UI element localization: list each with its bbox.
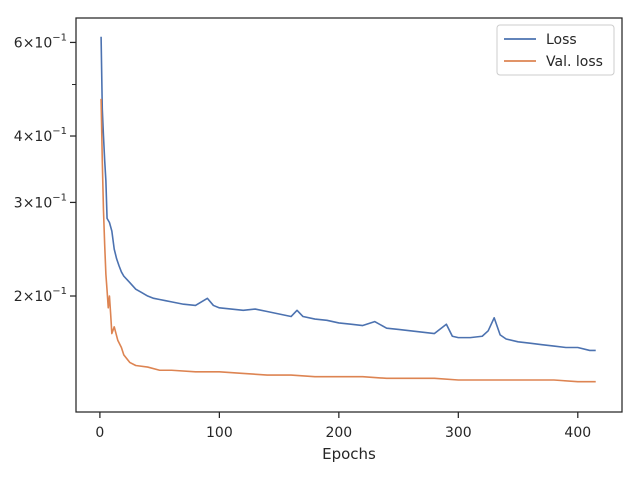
- y-tick-base: ×10: [23, 195, 53, 211]
- y-tick-label: 6×10−1: [14, 32, 67, 51]
- legend: Loss Val. loss: [496, 24, 615, 76]
- y-tick-mantissa: 4: [14, 129, 23, 145]
- y-tick-label: 2×10−1: [14, 286, 67, 305]
- x-tick-label: 0: [95, 425, 104, 441]
- legend-label-loss: Loss: [546, 32, 577, 48]
- plot-area: [75, 17, 623, 413]
- y-tick-base: ×10: [23, 35, 53, 51]
- x-tick-label: 200: [325, 425, 352, 441]
- y-tick-base: ×10: [23, 129, 53, 145]
- y-tick-exponent: −1: [52, 32, 67, 43]
- series-line-val-loss: [100, 98, 596, 383]
- series-line-loss: [100, 36, 596, 352]
- y-tick-label: 4×10−1: [14, 126, 67, 145]
- y-tick-exponent: −1: [52, 192, 67, 203]
- x-tick-label: 400: [564, 425, 591, 441]
- y-tick-mantissa: 6: [14, 35, 23, 51]
- y-tick-exponent: −1: [52, 126, 67, 137]
- x-tick-label: 300: [445, 425, 472, 441]
- x-tick-label: 100: [206, 425, 233, 441]
- y-tick-base: ×10: [23, 289, 53, 305]
- x-axis-label: Epochs: [322, 445, 376, 463]
- plot-frame: [75, 17, 623, 413]
- legend-frame: [496, 24, 615, 76]
- y-tick-mantissa: 2: [14, 289, 23, 305]
- legend-label-val-loss: Val. loss: [546, 54, 603, 70]
- x-axis: 0 100 200 300 400: [95, 412, 591, 441]
- y-tick-mantissa: 3: [14, 195, 23, 211]
- y-tick-exponent: −1: [52, 286, 67, 297]
- y-axis: 6×10−14×10−13×10−12×10−1: [14, 32, 76, 305]
- series-layer: [100, 36, 596, 383]
- y-tick-label: 3×10−1: [14, 192, 67, 211]
